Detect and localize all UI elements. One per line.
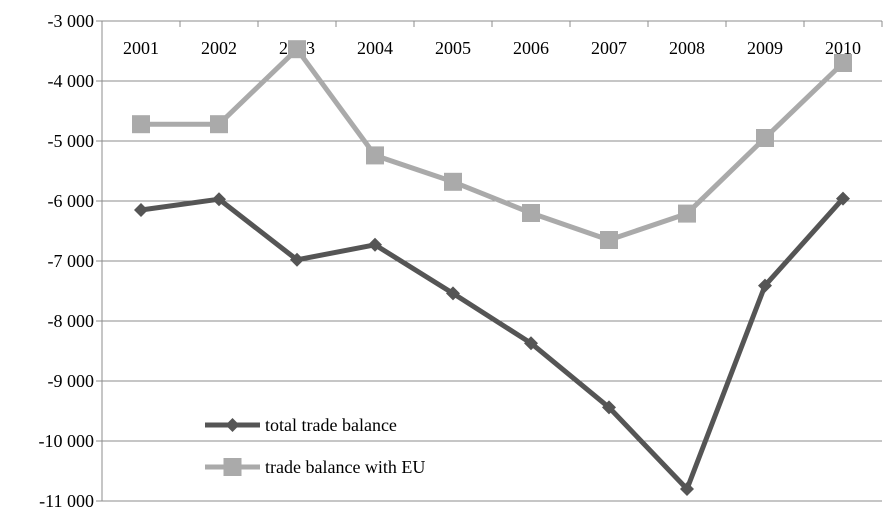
- data-point: [678, 204, 696, 223]
- data-point: [210, 115, 228, 134]
- data-point: [134, 203, 148, 217]
- series-line: [140, 196, 845, 492]
- legend-item: trade balance with EU: [205, 457, 425, 477]
- legend: total trade balance trade balance with EU: [205, 415, 425, 477]
- x-tick-label: 2002: [201, 38, 237, 58]
- y-tick-label: -10 000: [39, 431, 95, 451]
- data-point: [212, 192, 226, 207]
- y-tick-label: -5 000: [48, 131, 95, 151]
- legend-label: trade balance with EU: [265, 457, 425, 477]
- data-series: [132, 40, 852, 496]
- y-tick-label: -4 000: [48, 71, 95, 91]
- y-tick-label: -6 000: [48, 191, 95, 211]
- y-tick-label: -7 000: [48, 251, 95, 271]
- y-tick-label: -9 000: [48, 371, 95, 391]
- data-point: [522, 204, 540, 222]
- x-tick-label: 2008: [669, 38, 705, 58]
- x-tick-label: 2005: [435, 38, 471, 58]
- data-point: [132, 115, 150, 134]
- x-tick-label: 2010: [825, 38, 861, 58]
- y-tick-label: -11 000: [39, 491, 94, 511]
- x-tick-label: 2009: [747, 38, 783, 58]
- data-point: [602, 400, 616, 415]
- data-point: [288, 40, 306, 59]
- data-point: [524, 336, 538, 351]
- x-tick-label: 2004: [357, 38, 393, 58]
- series-1: [132, 40, 852, 249]
- data-point: [600, 231, 618, 249]
- x-tick-label: 2007: [591, 38, 627, 58]
- x-tick-label: 2001: [123, 38, 159, 58]
- data-point: [834, 54, 852, 72]
- data-point: [446, 286, 460, 301]
- data-point: [290, 252, 304, 267]
- legend-marker: [225, 418, 240, 432]
- legend-item: total trade balance: [205, 415, 397, 435]
- gridlines: [102, 20, 882, 502]
- legend-label: total trade balance: [265, 415, 397, 435]
- data-point: [758, 278, 772, 293]
- y-axis: -3 000 -4 000 -5 000 -6 000 -7 000 -8 000 -9 0…: [39, 11, 103, 511]
- category-labels: 2001200220032004200520062007200820092010: [101, 21, 883, 58]
- data-point: [366, 146, 384, 165]
- y-tick-label: -3 000: [48, 11, 95, 31]
- series-0: [134, 191, 850, 496]
- data-point: [444, 172, 462, 191]
- legend-marker: [223, 458, 242, 476]
- data-point: [680, 482, 694, 496]
- y-tick-label: -8 000: [48, 311, 95, 331]
- series-line: [141, 46, 845, 243]
- x-tick-label: 2006: [513, 38, 549, 58]
- data-point: [756, 129, 774, 147]
- data-point: [836, 191, 850, 206]
- data-point: [368, 237, 382, 252]
